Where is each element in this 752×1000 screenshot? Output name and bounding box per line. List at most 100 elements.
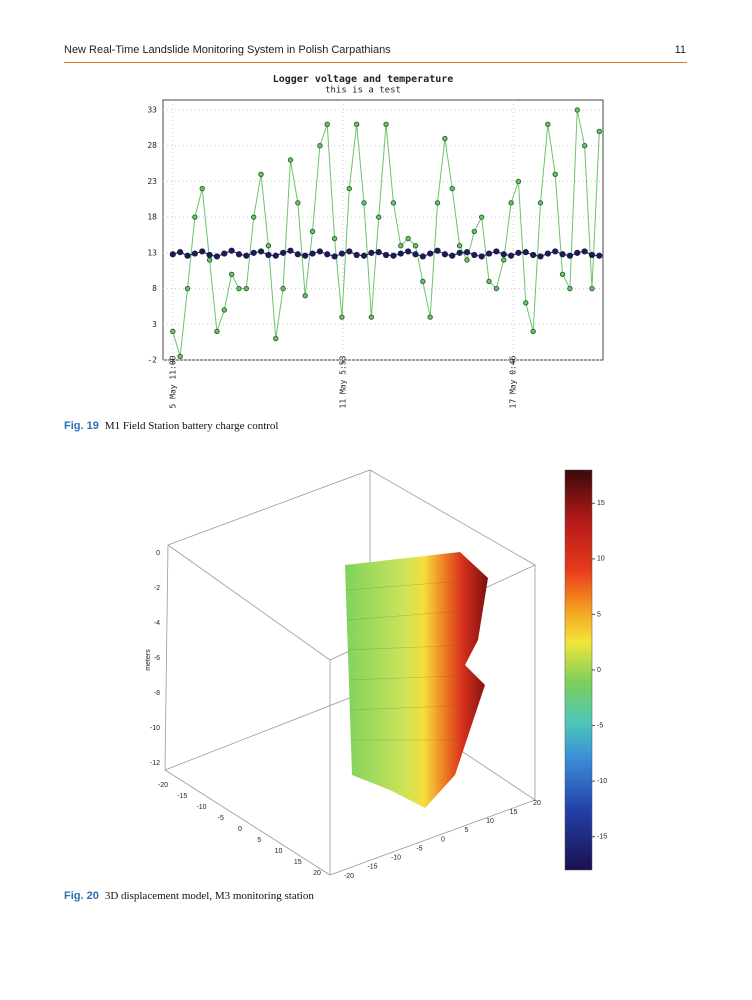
data-point	[412, 251, 419, 258]
data-point	[184, 285, 191, 292]
data-point	[478, 214, 485, 220]
data-point	[471, 228, 478, 235]
data-point	[280, 249, 287, 256]
y-tick-label: 18	[147, 213, 157, 222]
data-point	[545, 121, 551, 127]
data-point	[559, 251, 566, 258]
data-point	[382, 251, 390, 259]
data-point	[324, 251, 331, 258]
colorbar-tick-label: 0	[597, 667, 601, 674]
figure-19-caption: Fig. 19 M1 Field Station battery charge c…	[64, 420, 278, 432]
data-point	[434, 247, 441, 254]
data-point	[544, 250, 551, 257]
y-tick-label: 0	[441, 836, 445, 843]
data-point	[294, 251, 301, 258]
z-tick-label: -10	[150, 725, 160, 732]
data-point	[360, 252, 368, 259]
data-point	[493, 285, 500, 292]
z-axis-label: meters	[145, 649, 152, 671]
data-point	[265, 243, 272, 249]
data-point	[500, 251, 507, 258]
data-point	[295, 200, 301, 206]
figure-19-chart: Logger voltage and temperature this is a…	[147, 74, 604, 408]
header-rule	[64, 62, 687, 63]
data-point	[589, 285, 595, 292]
chart-subtitle: this is a test	[325, 86, 401, 96]
data-point	[368, 249, 375, 256]
data-point	[449, 252, 456, 259]
y-tick-label: 23	[147, 177, 157, 186]
data-point	[441, 251, 448, 258]
z-tick-label: -6	[154, 655, 160, 662]
data-point	[273, 335, 279, 342]
data-point	[523, 300, 529, 306]
data-point	[508, 200, 514, 206]
colorbar-tick-label: 5	[597, 611, 601, 618]
data-point	[272, 252, 279, 259]
y-tick-label: 13	[147, 248, 157, 257]
data-point	[530, 251, 537, 259]
data-point	[427, 314, 433, 320]
x-tick-label: 5	[257, 837, 261, 844]
data-point	[214, 328, 220, 335]
data-point	[257, 248, 265, 255]
y-tick-label: -10	[391, 855, 401, 862]
data-point	[574, 249, 581, 256]
data-point	[559, 271, 566, 277]
data-point	[588, 251, 596, 259]
colorbar-tick-label: 10	[597, 556, 605, 563]
data-point	[581, 143, 588, 149]
z-tick-label: -8	[154, 690, 160, 697]
data-point	[383, 121, 389, 127]
data-point	[375, 249, 382, 256]
data-point	[397, 250, 404, 257]
x-tick-label: 15	[294, 859, 302, 866]
data-point	[574, 107, 580, 113]
data-point	[412, 243, 419, 249]
data-point	[177, 249, 184, 256]
data-point	[405, 248, 412, 255]
x-tick-label: 0	[238, 826, 242, 833]
y-tick-label: 3	[152, 320, 157, 329]
data-point	[169, 251, 176, 258]
caption-label: Fig. 19	[64, 420, 99, 432]
colorbar-tick-label: 15	[597, 500, 605, 507]
y-tick-label: 28	[147, 141, 157, 150]
data-point	[221, 250, 228, 257]
data-point	[442, 135, 448, 142]
data-point	[316, 248, 323, 255]
data-point	[265, 251, 272, 259]
data-point	[507, 252, 515, 259]
data-point	[485, 250, 493, 257]
running-title: New Real-Time Landslide Monitoring Syste…	[64, 44, 391, 56]
z-tick-label: -2	[154, 585, 160, 592]
page-number: 11	[674, 44, 686, 56]
data-point	[434, 200, 441, 206]
data-point	[376, 214, 382, 220]
x-tick-label: 11 May 5:53	[339, 355, 348, 408]
data-point	[353, 121, 360, 127]
data-point	[250, 249, 257, 256]
z-tick-label: -12	[150, 760, 160, 767]
y-tick-label: 20	[533, 800, 541, 807]
z-tick-label: 0	[156, 550, 160, 557]
x-tick-label: -10	[196, 804, 206, 811]
x-tick-label: 5 May 11:00	[168, 355, 177, 408]
figure-20-caption: Fig. 20 3D displacement model, M3 monitor…	[64, 890, 314, 902]
x-tick-label: -20	[158, 782, 168, 789]
data-point	[567, 285, 573, 292]
data-point	[184, 252, 191, 259]
data-point	[456, 249, 463, 256]
data-point	[420, 278, 426, 285]
y-tick-label: -2	[147, 356, 157, 365]
z-tick-label: -4	[154, 620, 160, 627]
displacement-surface	[345, 552, 488, 808]
data-point	[405, 235, 411, 242]
y-tick-label: 8	[152, 284, 157, 293]
data-point	[464, 257, 470, 263]
data-point	[390, 200, 397, 206]
data-point	[339, 314, 345, 320]
surface-mesh	[345, 579, 481, 741]
